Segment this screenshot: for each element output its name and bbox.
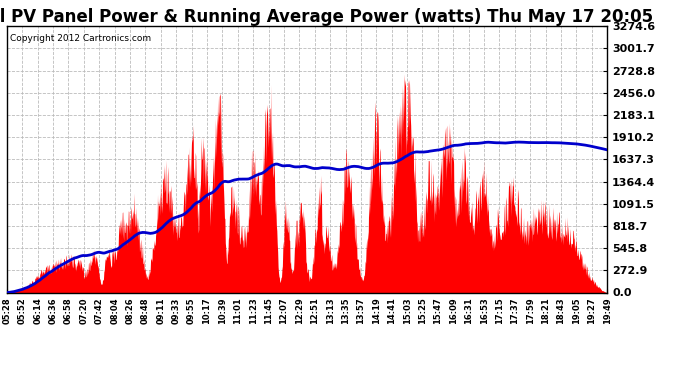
- Title: Total PV Panel Power & Running Average Power (watts) Thu May 17 20:05: Total PV Panel Power & Running Average P…: [0, 8, 653, 26]
- Text: Copyright 2012 Cartronics.com: Copyright 2012 Cartronics.com: [10, 34, 151, 43]
